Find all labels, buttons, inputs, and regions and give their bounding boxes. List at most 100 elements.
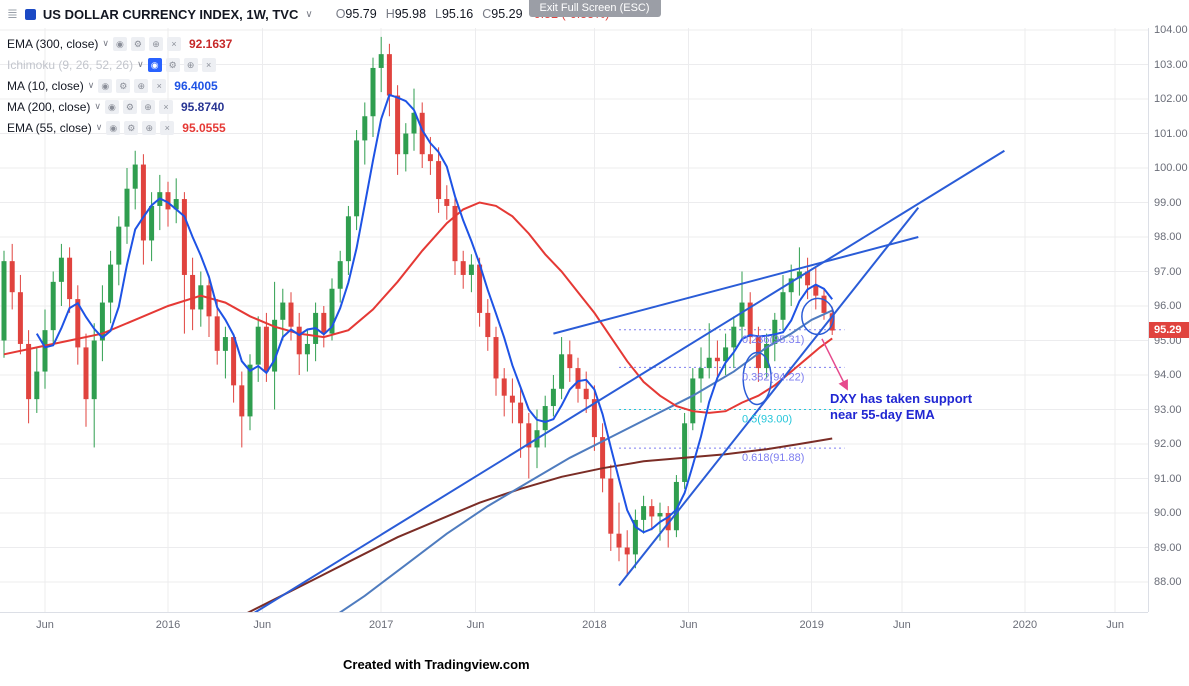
indicator-value: 96.4005	[174, 78, 218, 93]
time-tick-label: 2016	[155, 619, 181, 631]
trendline-1[interactable]	[618, 207, 920, 587]
chart-header: ≣ US DOLLAR CURRENCY INDEX, 1W, TVC ∨ O9…	[0, 0, 609, 28]
visibility-icon[interactable]: ◉	[112, 36, 127, 51]
time-tick-label: Jun	[36, 619, 54, 631]
settings-icon[interactable]: ⚙	[130, 36, 145, 51]
time-tick-label: 2017	[368, 619, 394, 631]
candles-layer	[1, 36, 835, 576]
ma10-line	[35, 93, 833, 534]
price-chart[interactable]: 0.236(95.31) 0.382(94.22) 0.5(93.00) 0.618(…	[0, 28, 1148, 612]
close-value: 95.29	[491, 7, 523, 21]
close-icon[interactable]: ×	[160, 120, 175, 135]
visibility-icon[interactable]: ◉	[106, 120, 121, 135]
trendline-0[interactable]	[253, 149, 1005, 612]
time-axis[interactable]: Jun 2016 Jun 2017 Jun 2018 Jun 2019 Jun 2020 Jun	[0, 612, 1148, 641]
plot-area: 0.236(95.31) 0.382(94.22) 0.5(93.00) 0.618(…	[0, 28, 1148, 612]
indicator-row-2[interactable]: MA (10, close) ∨ ◉ ⚙ ⊕ × 96.4005	[7, 75, 232, 96]
indicator-name: Ichimoku (9, 26, 52, 26)	[7, 57, 134, 72]
symbol-title[interactable]: US DOLLAR CURRENCY INDEX, 1W, TVC	[42, 6, 299, 22]
open-value: 95.79	[345, 7, 377, 21]
annotation-arrow[interactable]	[821, 338, 848, 391]
price-tick-label: 96.00	[1154, 300, 1182, 312]
time-tick-label: Jun	[253, 619, 272, 631]
close-icon[interactable]: ×	[152, 78, 167, 93]
visibility-icon[interactable]: ◉	[98, 78, 113, 93]
low-label: L	[435, 7, 442, 21]
chevron-down-icon[interactable]: ∨	[305, 8, 313, 20]
time-tick-label: Jun	[893, 619, 911, 631]
open-label: O	[335, 7, 346, 21]
price-tick-label: 102.00	[1154, 93, 1188, 105]
annotation-line2: near 55-day EMA	[830, 407, 935, 422]
price-tick-label: 104.00	[1154, 24, 1188, 36]
chevron-down-icon[interactable]: ∨	[94, 101, 101, 111]
menu-icon[interactable]: ≣	[7, 6, 18, 21]
exit-fullscreen-tooltip: Exit Full Screen (ESC)	[528, 0, 661, 17]
settings-icon[interactable]: ⚙	[165, 57, 180, 72]
close-icon[interactable]: ×	[201, 57, 216, 72]
ema55-line	[3, 201, 833, 414]
symbol-flag-icon	[24, 8, 36, 20]
indicator-row-4[interactable]: EMA (55, close) ∨ ◉ ⚙ ⊕ × 95.0555	[7, 117, 232, 138]
ma200-line	[338, 309, 833, 612]
settings-icon[interactable]: ⚙	[124, 120, 139, 135]
duplicate-icon[interactable]: ⊕	[134, 78, 149, 93]
high-label: H	[385, 7, 395, 21]
indicator-name: EMA (55, close)	[7, 120, 92, 135]
indicator-name: MA (200, close)	[7, 99, 91, 114]
indicator-name: EMA (300, close)	[7, 36, 99, 51]
credit-text: Created with Tradingview.com	[343, 657, 530, 672]
indicator-row-1[interactable]: Ichimoku (9, 26, 52, 26) ∨ ◉ ⚙ ⊕ ×	[7, 54, 232, 75]
price-tick-label: 103.00	[1154, 58, 1188, 71]
duplicate-icon[interactable]: ⊕	[183, 57, 198, 72]
chevron-down-icon[interactable]: ∨	[95, 122, 103, 132]
last-price-badge: 95.29	[1149, 322, 1189, 339]
chevron-down-icon[interactable]: ∨	[87, 80, 95, 90]
indicator-legend: EMA (300, close) ∨ ◉ ⚙ ⊕ × 92.1637 Ichimoku (9,…	[7, 33, 232, 138]
chevron-down-icon[interactable]: ∨	[102, 38, 109, 48]
indicator-value: 95.8740	[180, 99, 225, 114]
ohlc-readout: O95.79 H95.98 L95.16 C95.29	[336, 7, 523, 21]
price-tick-label: 90.00	[1154, 507, 1182, 519]
visibility-icon[interactable]: ◉	[104, 99, 119, 114]
indicator-row-0[interactable]: EMA (300, close) ∨ ◉ ⚙ ⊕ × 92.1637	[7, 33, 232, 54]
settings-icon[interactable]: ⚙	[116, 78, 131, 93]
indicator-value: 92.1637	[188, 36, 233, 51]
time-tick-label: Jun	[466, 619, 485, 631]
highlight-ellipse-0[interactable]	[742, 351, 772, 406]
price-tick-label: 101.00	[1154, 127, 1188, 140]
price-tick-label: 100.00	[1154, 162, 1188, 174]
duplicate-icon[interactable]: ⊕	[148, 36, 163, 51]
time-tick-label: Jun	[1106, 619, 1124, 631]
close-label: C	[482, 7, 492, 21]
annotation-line1: DXY has taken support	[830, 391, 973, 406]
price-tick-label: 97.00	[1154, 265, 1182, 278]
price-tick-label: 91.00	[1154, 472, 1182, 485]
low-value: 95.16	[441, 7, 474, 21]
price-tick-label: 88.00	[1154, 576, 1182, 588]
visibility-icon[interactable]: ◉	[147, 57, 162, 72]
duplicate-icon[interactable]: ⊕	[142, 120, 157, 135]
fib-label: 0.618(91.88)	[742, 452, 804, 464]
price-tick-label: 94.00	[1154, 369, 1182, 381]
gridlines	[0, 28, 1148, 612]
trendline-2[interactable]	[553, 236, 919, 335]
time-tick-label: 2018	[582, 619, 607, 631]
fib-label: 0.382(94.22)	[742, 371, 804, 383]
price-axis[interactable]: 104.00 103.00 102.00 101.00 100.00 99.00 98.00…	[1148, 24, 1189, 612]
fib-label: 0.5(93.00)	[742, 414, 792, 426]
indicator-row-3[interactable]: MA (200, close) ∨ ◉ ⚙ ⊕ × 95.8740	[7, 96, 232, 117]
price-tick-label: 99.00	[1154, 196, 1182, 209]
price-tick-label: 89.00	[1154, 541, 1182, 554]
chevron-down-icon[interactable]: ∨	[137, 59, 144, 69]
fib-label: 0.236(95.31)	[742, 334, 804, 346]
close-icon[interactable]: ×	[166, 36, 181, 51]
duplicate-icon[interactable]: ⊕	[140, 99, 155, 114]
highlight-ellipse-1[interactable]	[801, 297, 835, 336]
time-tick-label: 2020	[1012, 619, 1038, 631]
time-tick-label: 2019	[799, 619, 824, 631]
settings-icon[interactable]: ⚙	[122, 99, 137, 114]
close-icon[interactable]: ×	[158, 99, 173, 114]
price-tick-label: 93.00	[1154, 403, 1182, 416]
